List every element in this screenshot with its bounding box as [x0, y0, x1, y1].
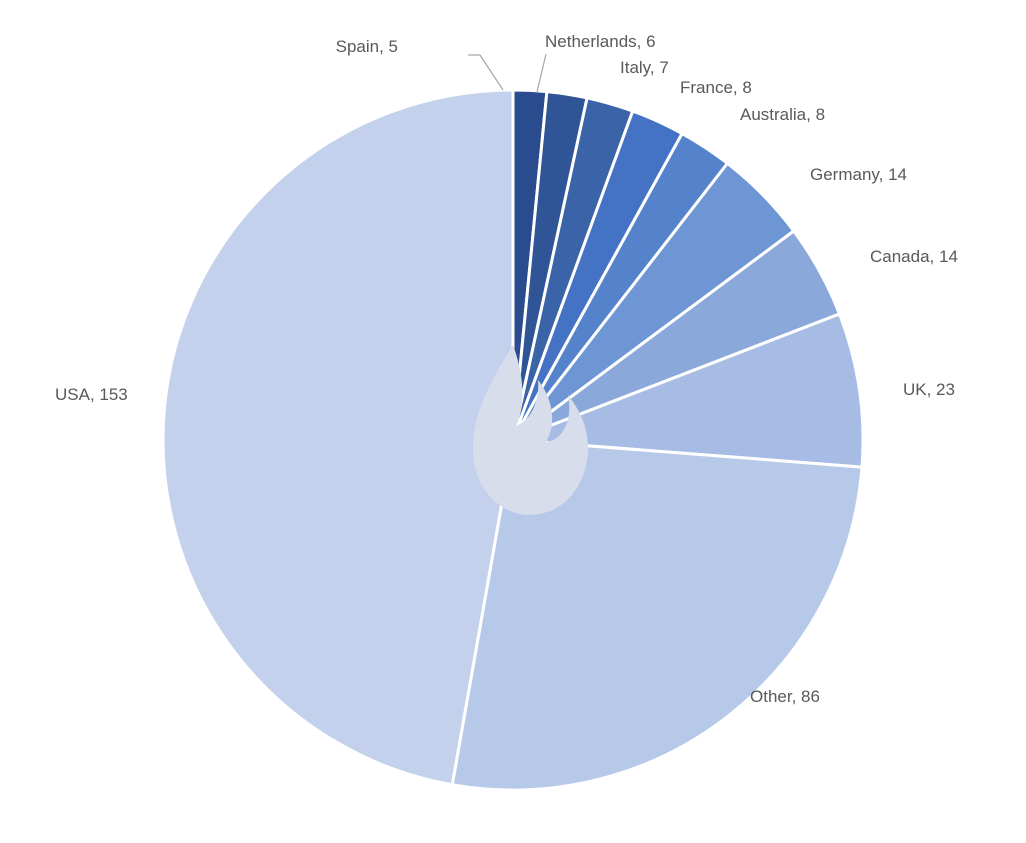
slice-label-spain: Spain, 5 — [336, 37, 398, 57]
slice-label-germany: Germany, 14 — [810, 165, 907, 185]
slice-label-italy: Italy, 7 — [620, 58, 669, 78]
slice-label-uk: UK, 23 — [903, 380, 955, 400]
slice-label-netherlands: Netherlands, 6 — [545, 32, 656, 52]
leader-line — [468, 55, 503, 90]
pie-chart-container: Spain, 5 Netherlands, 6 Italy, 7 France, 8 A… — [0, 0, 1026, 843]
slice-label-france: France, 8 — [680, 78, 752, 98]
slice-label-australia: Australia, 8 — [740, 105, 825, 125]
leader-line — [537, 54, 546, 92]
slice-label-usa: USA, 153 — [55, 385, 128, 405]
pie-slice-usa — [163, 90, 513, 785]
slice-label-canada: Canada, 14 — [870, 247, 958, 267]
pie-chart-svg — [0, 0, 1026, 843]
slice-label-other: Other, 86 — [750, 687, 820, 707]
